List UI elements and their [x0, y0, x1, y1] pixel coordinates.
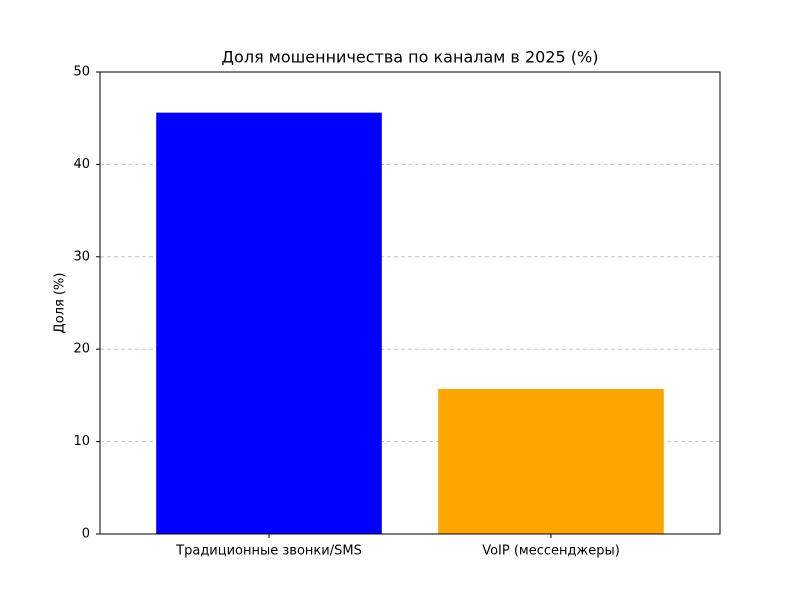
plot: 0 10 20 30 40 50 Традиционные звонки/SMS VoIP (…: [73, 65, 720, 559]
y-tick-label: 10: [73, 434, 90, 449]
y-tick-label: 50: [73, 65, 90, 80]
y-tick-label: 40: [73, 157, 90, 172]
chart-title: Доля мошенничества по каналам в 2025 (%): [222, 48, 599, 67]
y-tick-label: 30: [73, 249, 90, 264]
bar: [438, 388, 664, 534]
y-tick-label: 0: [82, 527, 90, 542]
plot-frame: [99, 71, 721, 535]
y-tick-label: 20: [73, 342, 90, 357]
x-tick-label: VoIP (мессенджеры): [482, 544, 620, 559]
y-axis-label: Доля (%): [53, 273, 68, 334]
x-tick-label: Традиционные звонки/SMS: [175, 544, 362, 559]
bar: [156, 112, 382, 534]
